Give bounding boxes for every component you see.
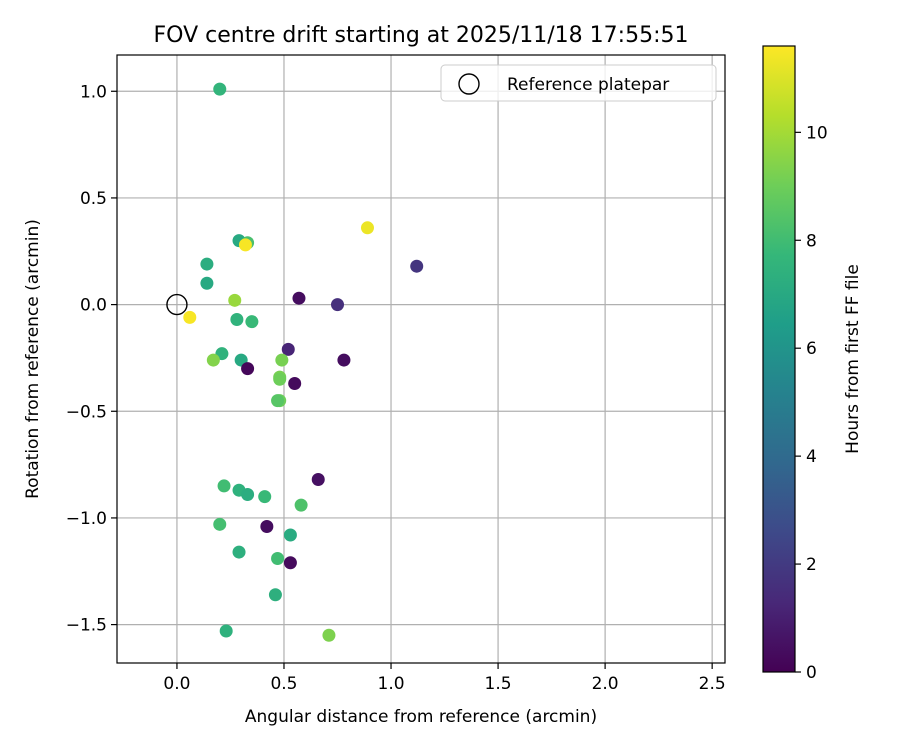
scatter-point [206,353,220,367]
colorbar-tick-label: 8 [806,231,817,251]
y-tick-label: 0.5 [80,189,107,209]
colorbar-tick-label: 10 [806,123,828,143]
scatter-point [200,276,214,290]
scatter-point [337,353,351,367]
scatter-point [275,353,289,367]
grid-lines [117,55,725,663]
scatter-point [294,498,308,512]
scatter-point [183,310,197,324]
scatter-point [245,315,259,329]
y-tick-label: 0.0 [80,296,107,316]
scatter-point [217,479,231,493]
scatter-point [331,298,345,312]
legend: Reference platepar [440,64,717,102]
scatter-point [260,519,274,533]
scatter-point [238,238,252,252]
colorbar-tick-label: 4 [806,447,817,467]
colorbar-tick-label: 6 [806,339,817,359]
x-tick-label: 2.0 [592,674,619,694]
scatter-point [241,362,255,376]
scatter-point [360,221,374,235]
colorbar-frame [762,45,796,673]
colorbar-tick-label: 2 [806,555,817,575]
scatter-point [271,551,285,565]
x-tick-label: 2.5 [699,674,726,694]
x-tick-label: 1.5 [485,674,512,694]
scatter-point [228,293,242,307]
scatter-point [219,624,233,638]
plot-frame [116,54,726,664]
colorbar-label: Hours from first FF file [843,264,863,454]
legend-marker-reference [458,73,480,95]
scatter-point [283,556,297,570]
scatter-point [311,473,325,487]
colorbar-tick-label: 0 [806,663,817,683]
scatter-point [232,545,246,559]
reference-platepar-marker [166,293,188,316]
scatter-point [292,291,306,305]
colorbar: 0 2 4 6 8 10 Hours from first FF file [762,45,863,683]
scatter-point [283,528,297,542]
scatter-point [200,257,214,271]
y-tick-label: 1.0 [80,82,107,102]
scatter-points [166,82,424,642]
x-tick-label: 0.0 [163,674,190,694]
y-tick-label: −0.5 [66,402,107,422]
scatter-point [281,342,295,356]
scatter-point [322,628,336,642]
colorbar-gradient [763,46,795,672]
scatter-point [288,377,302,391]
scatter-point [271,394,285,408]
x-tick-label: 0.5 [270,674,297,694]
scatter-point [213,517,227,531]
scatter-point [410,259,424,273]
y-tick-label: −1.0 [66,509,107,529]
y-tick-label: −1.5 [66,616,107,636]
scatter-point [273,372,287,386]
scatter-point [230,313,244,327]
colorbar-ticks: 0 2 4 6 8 10 [795,123,828,683]
legend-label-reference: Reference platepar [507,75,669,95]
chart-title: FOV centre drift starting at 2025/11/18 … [154,23,689,48]
y-axis-label: Rotation from reference (arcmin) [23,219,43,499]
scatter-point [258,490,272,504]
legend-box [440,64,717,102]
scatter-point [241,487,255,501]
scatter-point [213,82,227,96]
x-axis-label: Angular distance from reference (arcmin) [245,707,597,727]
scatter-point [268,588,282,602]
axis-ticks: 0.0 0.5 1.0 1.5 2.0 2.5 1.0 0.5 0.0 −0.5 −1.0 −1.5 [66,82,726,694]
x-tick-label: 1.0 [378,674,405,694]
